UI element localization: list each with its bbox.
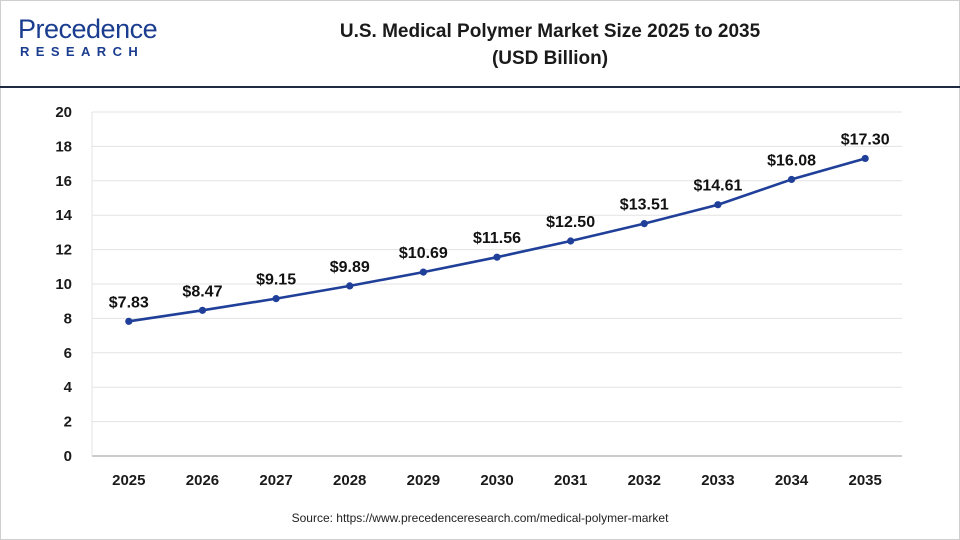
data-point xyxy=(272,295,280,303)
data-point xyxy=(567,237,575,245)
x-tick-label: 2031 xyxy=(554,472,587,489)
data-label: $10.69 xyxy=(399,245,448,262)
line-chart: 0 2 4 6 8 10 12 14 16 18 20 2025 2026 2027 2028 2029 203… xyxy=(55,104,902,489)
y-tick-label: 6 xyxy=(64,345,72,362)
data-point xyxy=(787,175,796,184)
header: Precedence RESEARCH U.S. Medical Polymer… xyxy=(0,0,960,86)
x-tick-label: 2032 xyxy=(628,472,661,489)
x-tick-label: 2026 xyxy=(186,472,219,489)
x-tick-label: 2034 xyxy=(775,472,809,489)
header-divider xyxy=(0,86,960,88)
x-tick-label: 2033 xyxy=(701,472,734,489)
data-point xyxy=(125,317,133,325)
chart-title: U.S. Medical Polymer Market Size 2025 to… xyxy=(300,18,800,72)
chart-title-line2: (USD Billion) xyxy=(491,48,609,69)
data-point xyxy=(493,253,501,261)
data-point xyxy=(419,268,427,276)
data-point xyxy=(346,282,354,290)
data-label: $16.08 xyxy=(767,152,816,169)
data-label: $13.51 xyxy=(620,197,669,214)
data-label: $9.15 xyxy=(256,272,296,289)
data-point xyxy=(198,306,207,314)
data-label: $9.89 xyxy=(330,259,370,276)
x-tick-label: 2027 xyxy=(259,472,292,489)
y-tick-label: 8 xyxy=(64,310,72,327)
data-point xyxy=(861,154,869,163)
data-label: $12.50 xyxy=(546,214,595,231)
y-tick-label: 2 xyxy=(64,414,72,431)
data-label: $17.30 xyxy=(841,131,890,148)
chart-title-line1: U.S. Medical Polymer Market Size 2025 to… xyxy=(339,21,761,42)
data-label: $7.83 xyxy=(109,294,149,311)
x-tick-label: 2030 xyxy=(480,472,513,489)
y-tick-label: 14 xyxy=(55,207,72,224)
logo-wordmark: Precedence xyxy=(18,14,158,44)
y-tick-label: 10 xyxy=(55,276,72,293)
y-tick-label: 20 xyxy=(55,104,72,121)
x-tick-label: 2028 xyxy=(333,472,366,489)
data-point xyxy=(714,201,722,209)
y-tick-label: 4 xyxy=(64,379,73,396)
y-tick-label: 0 xyxy=(64,448,72,465)
y-tick-label: 12 xyxy=(55,242,72,259)
logo-subtext: RESEARCH xyxy=(20,44,145,59)
x-tick-label: 2029 xyxy=(407,472,440,489)
data-label: $11.56 xyxy=(473,230,521,247)
source-note: Source: https://www.precedenceresearch.c… xyxy=(291,511,669,525)
y-tick-label: 16 xyxy=(55,173,72,190)
data-label: $14.61 xyxy=(693,178,742,195)
x-tick-label: 2035 xyxy=(848,472,881,489)
data-point xyxy=(640,220,648,228)
x-tick-label: 2025 xyxy=(112,472,145,489)
precedence-research-logo: Precedence RESEARCH xyxy=(18,14,168,64)
data-label: $8.47 xyxy=(182,283,222,300)
y-tick-label: 18 xyxy=(55,138,72,155)
